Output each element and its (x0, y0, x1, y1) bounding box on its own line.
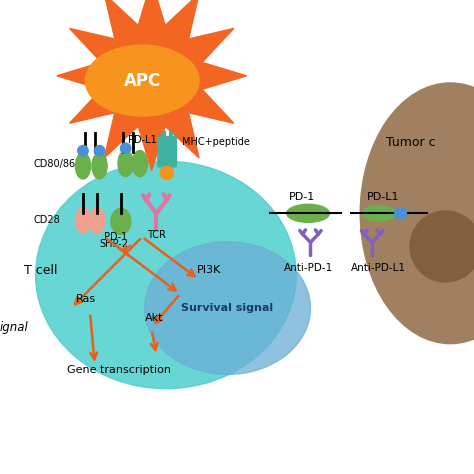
Text: PI3K: PI3K (197, 265, 221, 275)
Text: CD28: CD28 (33, 215, 60, 226)
Text: Ras: Ras (76, 293, 96, 304)
Ellipse shape (362, 206, 397, 221)
Ellipse shape (78, 146, 88, 156)
Text: SHP-2: SHP-2 (100, 239, 128, 249)
Ellipse shape (410, 211, 474, 282)
Text: Survival signal: Survival signal (182, 303, 273, 313)
Text: MHC+peptide: MHC+peptide (182, 137, 250, 147)
Ellipse shape (145, 242, 310, 374)
Text: PD-1: PD-1 (104, 232, 128, 242)
Text: PD-L1: PD-L1 (367, 191, 400, 202)
Polygon shape (57, 0, 246, 171)
Ellipse shape (120, 143, 131, 154)
Text: T cell: T cell (24, 264, 57, 277)
Ellipse shape (118, 150, 133, 177)
Text: Gene transcription: Gene transcription (66, 365, 171, 375)
Text: ignal: ignal (0, 320, 29, 334)
Text: Tumor c: Tumor c (386, 136, 436, 149)
Ellipse shape (85, 45, 199, 116)
Ellipse shape (394, 207, 407, 219)
Ellipse shape (75, 208, 91, 234)
Ellipse shape (36, 161, 296, 389)
Text: Anti-PD-1: Anti-PD-1 (284, 263, 334, 273)
Text: APC: APC (124, 72, 161, 90)
Ellipse shape (360, 83, 474, 344)
Ellipse shape (132, 150, 147, 177)
Ellipse shape (287, 204, 329, 222)
Text: PD-1: PD-1 (289, 191, 315, 202)
Text: TCR: TCR (147, 229, 166, 240)
Ellipse shape (75, 153, 91, 179)
Text: CD80/86: CD80/86 (33, 158, 75, 169)
Ellipse shape (111, 209, 131, 234)
FancyBboxPatch shape (158, 137, 176, 167)
Ellipse shape (94, 146, 105, 156)
Ellipse shape (160, 166, 173, 180)
Ellipse shape (90, 208, 105, 234)
Ellipse shape (92, 153, 107, 179)
Text: PD-L1: PD-L1 (128, 135, 157, 145)
Text: Anti-PD-L1: Anti-PD-L1 (351, 263, 406, 273)
Text: Akt: Akt (145, 312, 163, 323)
